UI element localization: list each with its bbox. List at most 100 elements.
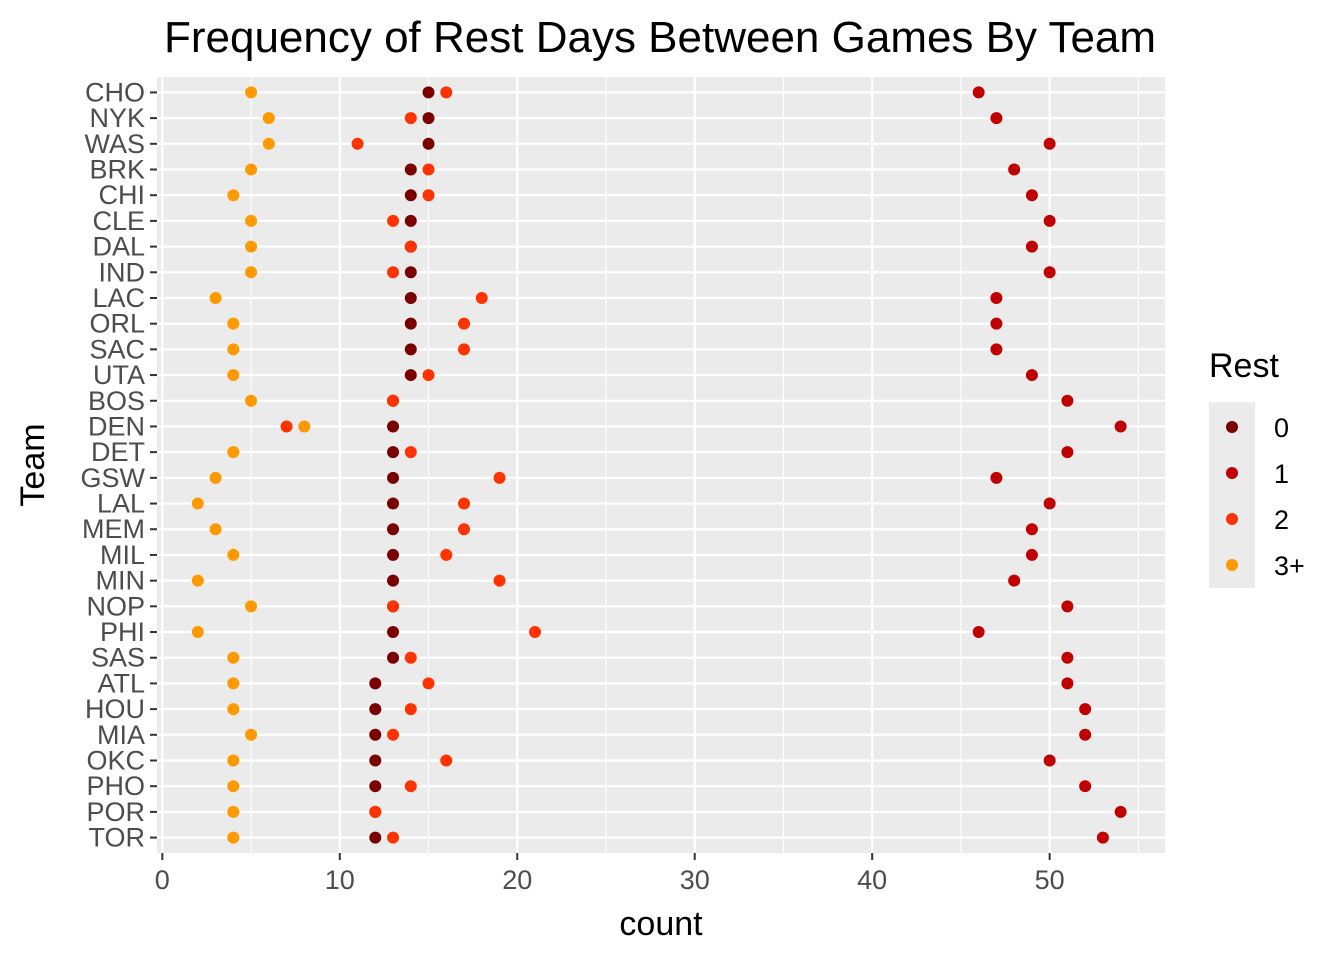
data-point-rest-2-phi bbox=[529, 626, 541, 639]
data-point-rest-2-nop bbox=[387, 600, 400, 613]
y-tick-label: HOU bbox=[85, 694, 145, 724]
data-point-rest-2-uta bbox=[422, 369, 435, 382]
y-tick-label: DAL bbox=[92, 232, 145, 262]
data-point-rest-0-mem bbox=[387, 523, 400, 536]
data-point-rest-3plus-tor bbox=[227, 831, 240, 844]
data-point-rest-1-uta bbox=[1025, 369, 1038, 382]
data-point-rest-1-okc bbox=[1043, 754, 1056, 767]
data-point-rest-2-nyk bbox=[404, 112, 417, 125]
y-tick-label: ATL bbox=[97, 668, 145, 698]
y-tick-label: BOS bbox=[88, 386, 145, 416]
x-axis: 0 10 20 30 40 50 bbox=[155, 853, 1065, 895]
data-point-rest-2-dal bbox=[404, 240, 417, 253]
data-point-rest-3plus-brk bbox=[245, 163, 258, 176]
y-tick-label: GSW bbox=[81, 463, 146, 493]
y-tick-label: UTA bbox=[93, 360, 145, 390]
legend-key-rest-3plus bbox=[1226, 559, 1238, 571]
data-point-rest-1-was bbox=[1043, 137, 1056, 150]
y-tick-label: CHI bbox=[99, 180, 146, 210]
y-tick-label: CLE bbox=[92, 206, 145, 236]
data-point-rest-0-min bbox=[387, 574, 400, 587]
data-point-rest-3plus-lac bbox=[209, 291, 222, 304]
legend-key-rest-1 bbox=[1226, 467, 1238, 479]
data-point-rest-2-atl bbox=[422, 677, 435, 690]
data-point-rest-3plus-mem bbox=[209, 523, 222, 536]
data-point-rest-1-hou bbox=[1079, 703, 1092, 716]
data-point-rest-0-atl bbox=[369, 677, 382, 690]
data-point-rest-1-sas bbox=[1061, 651, 1074, 664]
data-point-rest-2-tor bbox=[387, 831, 400, 844]
y-tick-label: BRK bbox=[89, 155, 145, 185]
data-point-rest-2-okc bbox=[440, 754, 453, 767]
data-point-rest-3plus-was bbox=[262, 137, 275, 150]
data-point-rest-2-mil bbox=[440, 548, 453, 561]
data-point-rest-1-brk bbox=[1008, 163, 1021, 176]
data-point-rest-2-bos bbox=[387, 394, 400, 407]
data-point-rest-0-cho bbox=[422, 86, 435, 99]
data-point-rest-3plus-por bbox=[227, 805, 240, 818]
data-point-rest-3plus-det bbox=[227, 446, 240, 459]
data-point-rest-0-was bbox=[422, 137, 435, 150]
y-tick-label: MIL bbox=[100, 540, 145, 570]
y-tick-label: CHO bbox=[85, 77, 145, 107]
x-tick-label: 0 bbox=[155, 865, 170, 895]
legend-key-rest-2 bbox=[1226, 513, 1238, 525]
data-point-rest-2-min bbox=[493, 574, 506, 587]
legend-label: 2 bbox=[1274, 505, 1289, 535]
data-point-rest-0-chi bbox=[404, 189, 417, 202]
data-point-rest-3plus-cho bbox=[245, 86, 258, 99]
data-point-rest-3plus-den bbox=[298, 420, 311, 433]
data-point-rest-1-lal bbox=[1043, 497, 1056, 510]
data-point-rest-3plus-nyk bbox=[262, 112, 275, 125]
chart-title: Frequency of Rest Days Between Games By … bbox=[164, 13, 1156, 62]
legend-key-rest-0 bbox=[1226, 421, 1238, 433]
data-point-rest-3plus-nop bbox=[245, 600, 258, 613]
data-point-rest-0-sac bbox=[404, 343, 417, 356]
data-point-rest-0-okc bbox=[369, 754, 382, 767]
data-point-rest-0-mia bbox=[369, 728, 382, 741]
plot-panel bbox=[157, 77, 1165, 853]
data-point-rest-2-brk bbox=[422, 163, 435, 176]
legend-label: 0 bbox=[1274, 413, 1289, 443]
data-point-rest-0-cle bbox=[404, 214, 417, 227]
y-tick-label: PHO bbox=[86, 771, 145, 801]
data-point-rest-1-nyk bbox=[990, 112, 1003, 125]
data-point-rest-1-lac bbox=[990, 291, 1003, 304]
data-point-rest-0-lac bbox=[404, 291, 417, 304]
data-point-rest-1-mil bbox=[1025, 548, 1038, 561]
y-axis-title: Team bbox=[14, 423, 52, 506]
data-point-rest-3plus-cle bbox=[245, 214, 258, 227]
data-point-rest-1-min bbox=[1008, 574, 1021, 587]
data-point-rest-3plus-phi bbox=[191, 626, 204, 639]
y-axis: CHONYKWASBRKCHICLEDALINDLACORLSACUTABOSD… bbox=[81, 77, 157, 853]
data-point-rest-3plus-okc bbox=[227, 754, 240, 767]
data-point-rest-3plus-min bbox=[191, 574, 204, 587]
data-point-rest-0-lal bbox=[387, 497, 400, 510]
y-tick-label: DET bbox=[91, 437, 145, 467]
data-point-rest-2-lac bbox=[475, 291, 488, 304]
data-point-rest-1-chi bbox=[1025, 189, 1038, 202]
data-point-rest-2-was bbox=[351, 137, 364, 150]
y-tick-label: MIA bbox=[97, 720, 145, 750]
data-point-rest-2-chi bbox=[422, 189, 435, 202]
data-point-rest-1-tor bbox=[1096, 831, 1109, 844]
data-point-rest-0-uta bbox=[404, 369, 417, 382]
data-point-rest-2-pho bbox=[404, 780, 417, 793]
y-tick-label: DEN bbox=[88, 411, 145, 441]
x-axis-title: count bbox=[619, 905, 703, 943]
data-point-rest-3plus-gsw bbox=[209, 471, 222, 484]
data-point-rest-3plus-hou bbox=[227, 703, 240, 716]
y-tick-label: NOP bbox=[86, 591, 145, 621]
x-tick-label: 30 bbox=[680, 865, 710, 895]
data-point-rest-0-hou bbox=[369, 703, 382, 716]
data-point-rest-2-mia bbox=[387, 728, 400, 741]
data-point-rest-2-det bbox=[404, 446, 417, 459]
data-point-rest-0-gsw bbox=[387, 471, 400, 484]
data-point-rest-1-sac bbox=[990, 343, 1003, 356]
y-tick-label: LAC bbox=[92, 283, 145, 313]
data-point-rest-3plus-atl bbox=[227, 677, 240, 690]
data-point-rest-1-ind bbox=[1043, 266, 1056, 279]
data-point-rest-1-den bbox=[1114, 420, 1127, 433]
x-tick-label: 10 bbox=[325, 865, 355, 895]
